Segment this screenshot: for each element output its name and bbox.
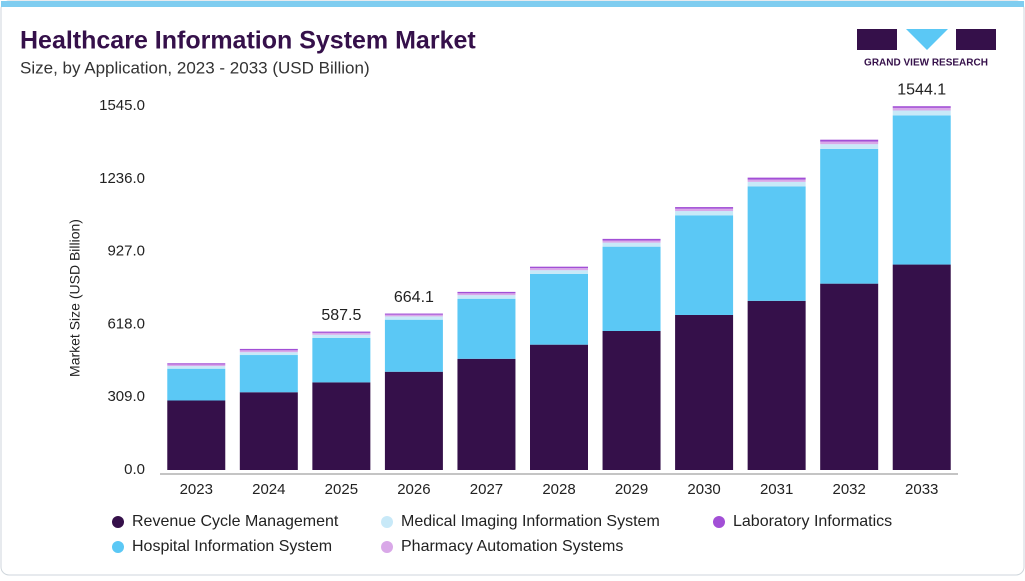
bar-segment: [747, 179, 806, 182]
bar-segment: [675, 208, 734, 212]
total-label: 664.1: [394, 289, 434, 306]
bar-segment: [602, 242, 661, 247]
bar-segment: [167, 368, 226, 401]
bar-segment: [820, 283, 879, 470]
x-tick-label: 2033: [905, 481, 938, 498]
bar-segment: [239, 352, 298, 356]
x-tick-label: 2030: [687, 481, 720, 498]
bar-segment: [384, 313, 443, 315]
bar-segment: [820, 139, 879, 142]
bar-segment: [384, 314, 443, 317]
bar-segment: [530, 268, 588, 271]
bar-segment: [747, 300, 806, 470]
bar-segment: [530, 270, 588, 274]
y-tick-label: 0.0: [124, 461, 145, 478]
y-axis-label: Market Size (USD Billion): [67, 219, 83, 377]
x-tick-label: 2025: [325, 481, 358, 498]
bar-segment: [602, 330, 661, 470]
bar-segment: [384, 371, 443, 470]
bar-segment: [747, 186, 806, 301]
legend-label: Revenue Cycle Management: [132, 513, 339, 530]
bar-segment: [239, 392, 298, 470]
bar-segment: [312, 331, 371, 333]
legend-marker: [112, 541, 124, 553]
bar-segment: [457, 293, 516, 296]
bar-segment: [892, 107, 951, 111]
legend-marker: [381, 541, 393, 553]
y-tick-label: 1236.0: [99, 170, 145, 187]
logo-block: [906, 29, 948, 50]
bar-segment: [239, 348, 298, 351]
bar-segment: [312, 332, 371, 335]
bar-segment: [167, 363, 226, 365]
bar-segment: [457, 295, 516, 299]
bar-segment: [530, 273, 588, 345]
bar-segment: [892, 110, 951, 116]
legend-marker: [381, 516, 393, 528]
bar-segment: [239, 355, 298, 393]
legend-label: Medical Imaging Information System: [401, 513, 660, 530]
x-tick-label: 2027: [470, 481, 503, 498]
bar-segment: [457, 291, 516, 294]
legend-marker: [112, 516, 124, 528]
logo-block: [956, 29, 996, 50]
bar-segment: [602, 246, 661, 331]
bar-segment: [530, 344, 588, 470]
bar-segment: [892, 106, 951, 108]
bar-segment: [602, 240, 661, 243]
top-strip: [1, 1, 1024, 7]
chart-title: Healthcare Information System Market: [20, 27, 476, 55]
y-tick-label: 927.0: [107, 243, 145, 260]
x-tick-label: 2029: [615, 481, 648, 498]
legend-marker: [713, 516, 725, 528]
x-tick-label: 2028: [542, 481, 575, 498]
total-label: 1544.1: [897, 81, 946, 98]
chart-subtitle: Size, by Application, 2023 - 2033 (USD B…: [20, 58, 370, 77]
brand: GRAND VIEW RESEARCH: [864, 58, 988, 69]
bar-segment: [167, 364, 226, 367]
bar-segment: [675, 211, 734, 216]
bar-segment: [675, 215, 734, 315]
y-tick-label: 618.0: [107, 315, 145, 332]
bar-segment: [602, 238, 661, 241]
bar-segment: [384, 319, 443, 372]
bar-segment: [457, 298, 516, 359]
total-label: 587.5: [321, 307, 361, 324]
bar-segment: [167, 400, 226, 470]
bar-segment: [820, 141, 879, 145]
logo: GRAND VIEW RESEARCH: [857, 29, 996, 69]
x-tick-label: 2024: [252, 481, 285, 498]
bar-segment: [312, 334, 371, 338]
bar-segment: [167, 366, 226, 369]
bar-segment: [239, 350, 298, 353]
bar-segment: [820, 144, 879, 149]
x-tick-label: 2031: [760, 481, 793, 498]
bar-segment: [384, 316, 443, 320]
x-tick-label: 2026: [397, 481, 430, 498]
legend-label: Hospital Information System: [132, 538, 332, 555]
logo-block: [857, 29, 897, 50]
y-tick-label: 1545.0: [99, 97, 145, 114]
bar-segment: [892, 115, 951, 265]
bar-segment: [747, 177, 806, 180]
bar-segment: [675, 314, 734, 470]
y-tick-label: 309.0: [107, 388, 145, 405]
bar-segment: [892, 264, 951, 470]
bar-segment: [457, 358, 516, 470]
x-tick-label: 2032: [832, 481, 865, 498]
legend-label: Laboratory Informatics: [733, 513, 892, 530]
bar-segment: [675, 207, 734, 209]
bar-segment: [312, 382, 371, 470]
bar-segment: [820, 148, 879, 284]
legend-label: Pharmacy Automation Systems: [401, 538, 623, 555]
bar-segment: [747, 181, 806, 187]
bar-segment: [312, 337, 371, 383]
x-tick-label: 2023: [180, 481, 213, 498]
bar-segment: [530, 266, 588, 269]
